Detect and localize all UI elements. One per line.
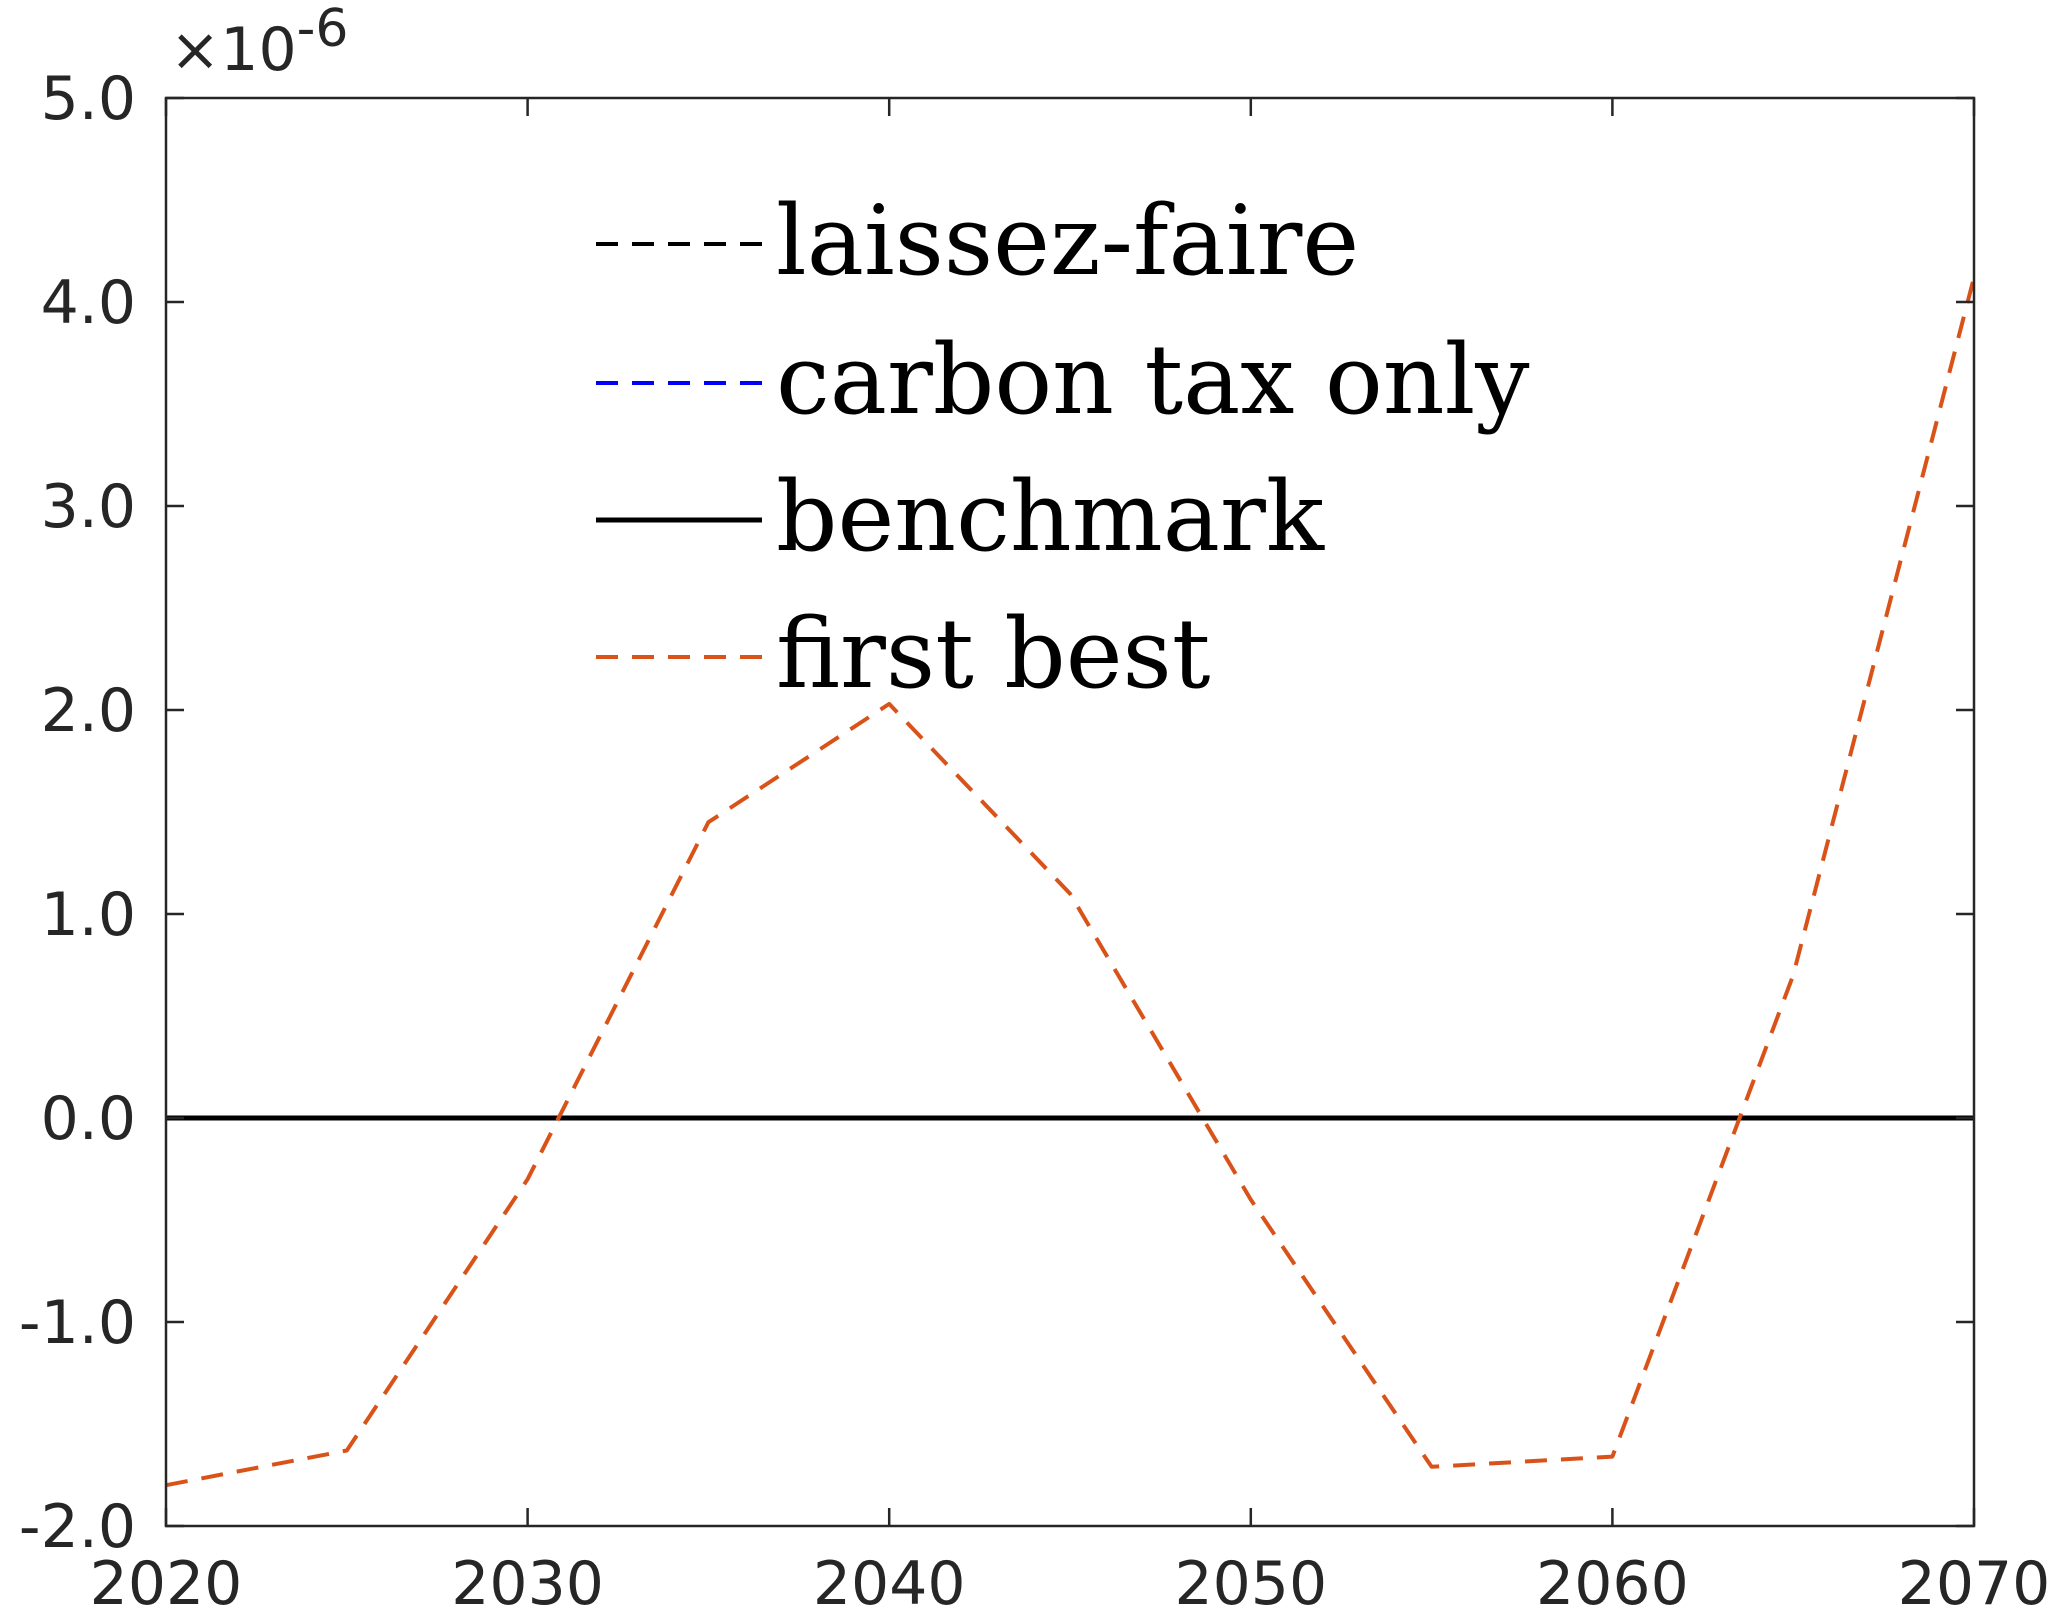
x-tick-label-2070: 2070 (1898, 1549, 2051, 1619)
legend-label-laissez-faire: laissez-faire (776, 185, 1359, 297)
series-layer (165, 276, 1976, 1488)
x-tick-label-2050: 2050 (1174, 1549, 1327, 1619)
y-tick-label-0-0: 0.0 (41, 1084, 136, 1154)
y-tick-label-2-0: 2.0 (41, 676, 136, 746)
plot-frame (164, 96, 1976, 1528)
y-tick-label-1-0: -1.0 (19, 1288, 136, 1358)
legend-label-carbon-tax-only: carbon tax only (776, 324, 1530, 436)
y-tick-label-5-0: 5.0 (41, 64, 136, 134)
y-tick-label-1-0: 1.0 (41, 880, 136, 950)
x-tick-label-2030: 2030 (451, 1549, 604, 1619)
x-tick-label-2060: 2060 (1536, 1549, 1689, 1619)
series-line-first-best (165, 276, 1976, 1488)
y-tick-label-4-0: 4.0 (41, 268, 136, 338)
y-axis-exponent: ×10-6 (170, 0, 348, 85)
y-axis-exponent-base: ×10 (170, 15, 297, 85)
legend-label-first-best: first best (776, 598, 1210, 710)
y-axis-exponent-power: -6 (297, 0, 349, 59)
legend-label-benchmark: benchmark (776, 461, 1325, 573)
x-tick-label-2040: 2040 (813, 1549, 966, 1619)
y-tick-label-3-0: 3.0 (41, 472, 136, 542)
legend: laissez-faire carbon tax only benchmark fir… (596, 185, 1530, 710)
y-tick-label-2-0: -2.0 (19, 1492, 136, 1562)
axes-layer: 2020 2030 2040 2050 2060 2070 -2.0 -1.0 0.0 1.0 2.… (19, 0, 2050, 1619)
x-tick-label-2020: 2020 (90, 1549, 243, 1619)
